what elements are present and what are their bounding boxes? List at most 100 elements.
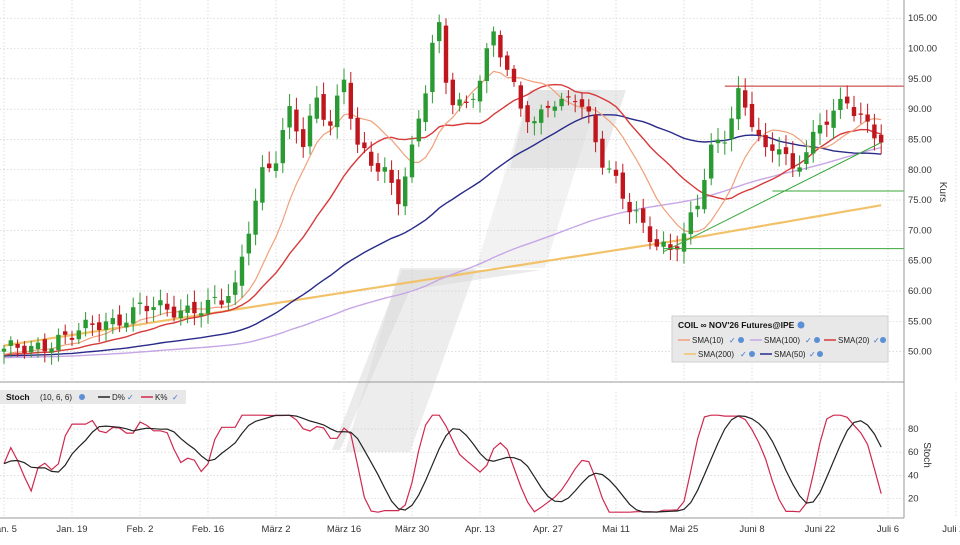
candle-body [613, 169, 619, 176]
settings-icon[interactable] [749, 351, 755, 357]
candle-body [783, 147, 789, 155]
check-icon[interactable]: ✓ [172, 393, 179, 402]
candle-body [90, 323, 95, 325]
candle-body [498, 34, 503, 58]
candle-body [110, 318, 115, 325]
check-icon[interactable]: ✓ [809, 350, 816, 359]
settings-icon[interactable] [79, 394, 85, 400]
candle-body [267, 163, 272, 169]
check-icon[interactable]: ✓ [805, 336, 812, 345]
trend-line [663, 142, 882, 253]
candle-body [348, 82, 353, 119]
candle-body [369, 151, 374, 166]
candle-body [831, 110, 836, 128]
candle-body [464, 101, 469, 103]
y-tick-label: 90.00 [908, 104, 932, 115]
candle-body [729, 118, 734, 140]
candle-body [770, 144, 775, 151]
candle-body [233, 282, 238, 295]
candle-body [811, 131, 816, 154]
candle-body [539, 109, 544, 123]
candle-body [301, 129, 306, 148]
stoch-legend: Stoch (10, 6, 6) D% ✓ K% ✓ [0, 390, 186, 404]
settings-icon[interactable] [738, 337, 744, 343]
candle-body [131, 307, 136, 324]
check-icon[interactable]: ✓ [729, 336, 736, 345]
candle-body [362, 142, 367, 149]
legend-d: D% [112, 393, 125, 402]
candle-body [205, 300, 211, 314]
candle-body [15, 343, 20, 348]
sma-line [3, 83, 882, 356]
settings-icon[interactable] [880, 337, 886, 343]
candle-body [144, 305, 149, 312]
candle-body [178, 310, 183, 318]
candle-body [423, 93, 428, 123]
candle-body [804, 152, 809, 164]
legend-sma50: SMA(50) [774, 350, 806, 359]
candle-body [552, 106, 557, 111]
candle-body [382, 167, 387, 172]
x-tick-label: Mai 25 [670, 524, 699, 535]
y-axis-title: Kurs [937, 182, 948, 203]
candle-body [736, 88, 741, 120]
candle-body [199, 313, 204, 316]
legend-k: K% [155, 393, 167, 402]
candle-body [396, 179, 401, 205]
x-tick-label: Apr. 27 [533, 524, 563, 535]
settings-icon[interactable] [814, 337, 820, 343]
candle-body [409, 144, 415, 178]
candle-body [477, 80, 483, 102]
x-tick-label: Mai 11 [602, 524, 630, 535]
x-tick-label: März 30 [395, 524, 429, 535]
check-icon[interactable]: ✓ [873, 336, 880, 345]
candle-body [620, 172, 625, 199]
candle-body [573, 101, 578, 103]
settings-icon[interactable] [817, 351, 823, 357]
candle-body [97, 322, 102, 330]
x-tick-label: Feb. 2 [127, 524, 154, 535]
candle-body [743, 90, 748, 108]
y-tick-label: 55.00 [908, 316, 932, 327]
check-icon[interactable]: ✓ [740, 350, 747, 359]
y-tick-label: 80 [908, 424, 919, 435]
candle-body [158, 300, 163, 306]
candle-body [192, 301, 197, 314]
candle-body [287, 106, 292, 128]
candle-body [314, 97, 319, 119]
candle-body [457, 99, 462, 106]
candle-body [845, 96, 850, 104]
y-tick-label: 50.00 [908, 347, 932, 358]
candle-body [450, 79, 455, 106]
candle-body [505, 55, 510, 70]
candle-body [328, 121, 333, 126]
candle-body [212, 296, 217, 298]
sma-line [3, 114, 882, 357]
y-tick-label: 70.00 [908, 225, 932, 236]
candle-body [63, 331, 68, 335]
candle-body [219, 300, 224, 305]
stoch-title: Stoch [6, 392, 30, 402]
settings-icon[interactable] [797, 321, 805, 329]
candle-body [76, 330, 81, 340]
y-tick-label: 65.00 [908, 256, 932, 267]
candle-body [790, 153, 795, 169]
candle-body [593, 114, 598, 143]
sma-line [3, 146, 882, 359]
candle-body [763, 135, 768, 148]
y-tick-label: 40 [908, 470, 919, 481]
check-icon[interactable]: ✓ [127, 393, 134, 402]
candle-body [661, 241, 666, 247]
x-tick-label: Feb. 16 [192, 524, 224, 535]
candle-body [49, 348, 54, 353]
candle-body [491, 31, 496, 46]
y-tick-label: 60.00 [908, 286, 932, 297]
instrument-label: COIL ∞ NOV'26 Futures@IPE [678, 320, 795, 330]
candle-body [260, 167, 265, 203]
legend-sma200: SMA(200) [698, 350, 734, 359]
y-tick-label: 100.00 [908, 44, 937, 55]
legend-sma20: SMA(20) [838, 336, 870, 345]
candle-body [749, 103, 755, 128]
